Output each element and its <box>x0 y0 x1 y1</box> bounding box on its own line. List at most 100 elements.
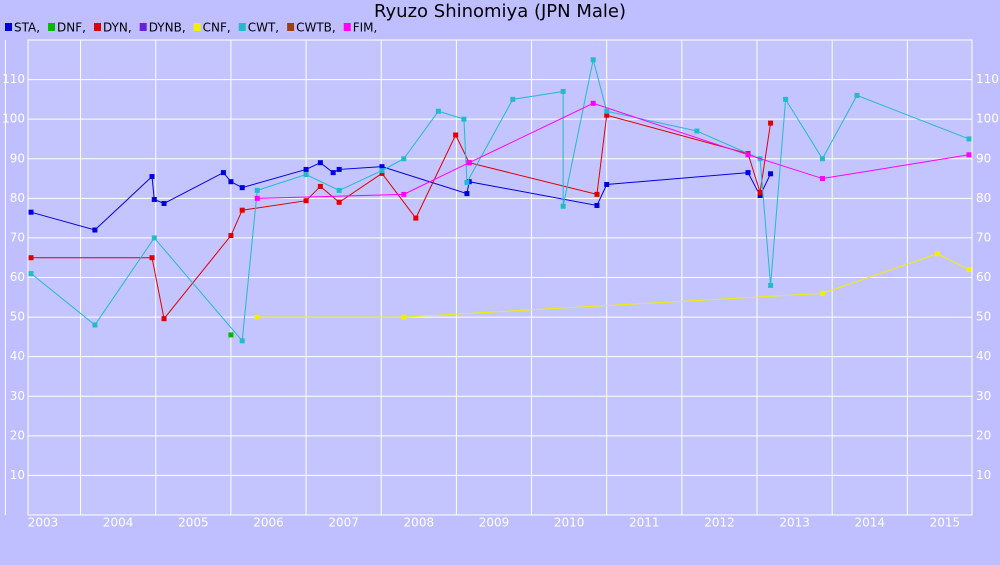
data-point <box>239 207 245 213</box>
legend-label: CNF, <box>203 21 231 35</box>
legend-label: CWT, <box>248 21 279 35</box>
data-point <box>604 108 610 114</box>
data-point <box>317 183 323 189</box>
legend-label: CWTB, <box>296 21 336 35</box>
data-point <box>151 197 157 203</box>
data-point <box>560 88 566 94</box>
data-point <box>966 136 972 142</box>
data-point <box>303 172 309 178</box>
y-tick-label-right: 20 <box>976 428 991 442</box>
y-tick-label: 20 <box>10 428 25 442</box>
y-tick-label: 60 <box>10 270 25 284</box>
data-point <box>453 132 459 138</box>
legend-label: STA, <box>14 21 40 35</box>
data-point <box>239 338 245 344</box>
data-point <box>336 166 342 172</box>
data-point <box>28 271 34 277</box>
data-point <box>303 198 309 204</box>
data-point <box>854 92 860 98</box>
data-point <box>228 179 234 185</box>
legend-swatch <box>5 23 12 31</box>
data-point <box>768 171 774 177</box>
legend-label: DNF, <box>57 21 86 35</box>
y-tick-label: 40 <box>10 349 25 363</box>
data-point <box>401 156 407 162</box>
y-tick-label-right: 30 <box>976 389 991 403</box>
data-point <box>239 185 245 191</box>
data-point <box>151 235 157 241</box>
data-point <box>161 316 167 322</box>
data-point <box>92 227 98 233</box>
data-point <box>590 57 596 63</box>
y-tick-label-right: 50 <box>976 310 991 324</box>
data-point <box>966 152 972 158</box>
legend-swatch <box>93 23 101 31</box>
x-tick-label: 2015 <box>930 516 961 530</box>
y-tick-label-right: 80 <box>976 191 991 205</box>
x-tick-label: 2011 <box>629 516 660 530</box>
data-point <box>401 314 407 320</box>
data-point <box>317 160 323 166</box>
y-tick-label-right: 110 <box>976 72 999 86</box>
y-tick-label: 70 <box>10 230 25 244</box>
series-line <box>30 59 970 343</box>
legend-label: FIM, <box>353 21 378 35</box>
data-point <box>92 322 98 328</box>
data-point <box>379 168 385 174</box>
data-point <box>757 189 763 195</box>
y-tick-label: 110 <box>2 72 25 86</box>
x-tick-label: 2013 <box>779 516 810 530</box>
data-point <box>819 290 825 296</box>
x-tick-label: 2010 <box>554 516 585 530</box>
x-tick-label: 2012 <box>704 516 735 530</box>
data-point <box>464 180 470 185</box>
data-point <box>461 116 467 122</box>
data-point <box>161 200 167 206</box>
data-point <box>819 156 825 162</box>
x-tick-label: 2003 <box>28 516 59 530</box>
y-tick-label-right: 40 <box>976 349 991 363</box>
y-tick-label: 90 <box>10 151 25 165</box>
data-point <box>560 203 566 209</box>
legend-swatch <box>238 23 246 31</box>
data-point <box>694 128 700 134</box>
data-point <box>783 96 789 102</box>
y-tick-label-right: 70 <box>976 230 991 244</box>
y-tick-label-right: 90 <box>976 151 991 165</box>
data-point <box>590 100 596 106</box>
y-tick-label-right: 10 <box>976 468 991 482</box>
x-tick-label: 2009 <box>479 516 510 530</box>
data-point <box>336 187 342 193</box>
legend-swatch <box>343 23 351 31</box>
data-point <box>934 251 940 257</box>
y-tick-label: 30 <box>10 389 25 403</box>
data-point <box>254 314 260 320</box>
y-tick-label: 50 <box>10 310 25 324</box>
legend-swatch <box>48 23 56 31</box>
data-point <box>220 170 226 176</box>
data-point <box>28 255 34 261</box>
data-point <box>768 120 774 126</box>
data-point <box>413 215 419 221</box>
data-point <box>228 332 234 338</box>
data-point <box>757 193 763 199</box>
chart-title: Ryuzo Shinomiya (JPN Male) <box>374 1 626 22</box>
data-point <box>745 152 751 158</box>
data-point <box>604 112 610 118</box>
data-point <box>303 166 309 172</box>
data-point <box>228 233 234 239</box>
y-tick-label-right: 100 <box>976 112 999 126</box>
data-point <box>28 209 34 215</box>
data-point <box>510 96 516 102</box>
y-tick-label: 100 <box>2 112 25 126</box>
data-point <box>330 170 336 176</box>
data-point <box>594 191 600 197</box>
legend-swatch <box>193 23 201 31</box>
legend-label: DYNB, <box>149 21 186 35</box>
legend-swatch <box>287 23 295 31</box>
data-point <box>254 187 260 193</box>
data-point <box>464 191 470 197</box>
data-point <box>401 191 407 197</box>
